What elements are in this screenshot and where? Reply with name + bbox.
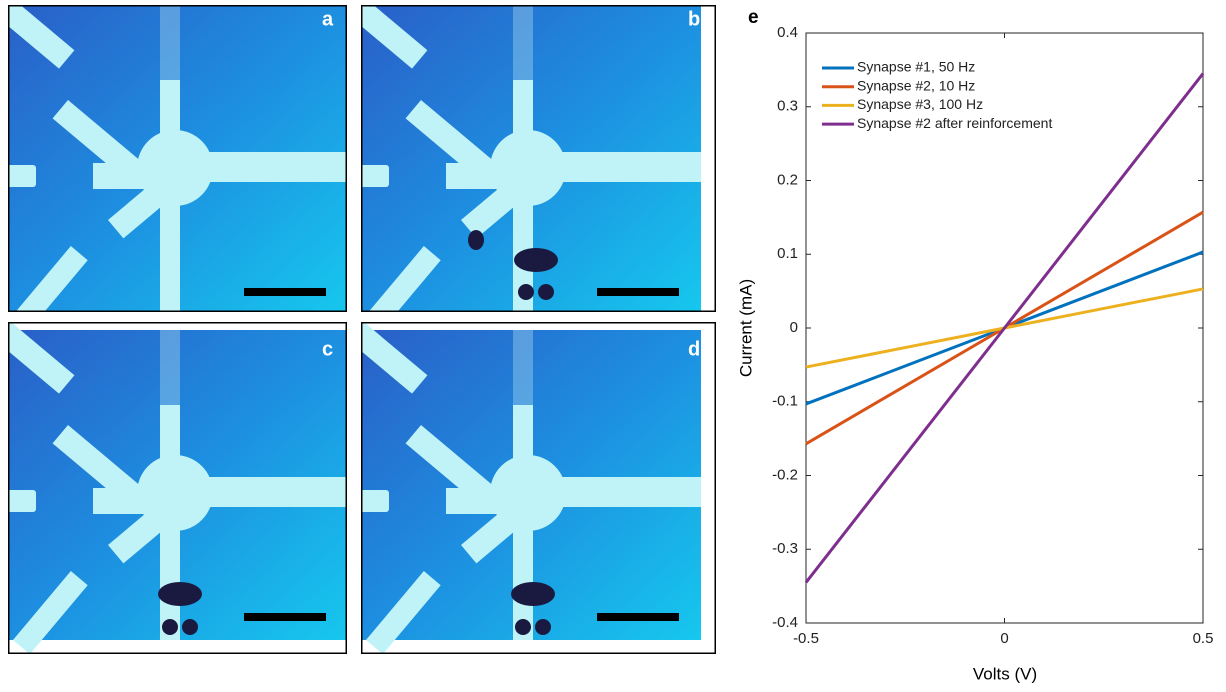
panel-label: a	[322, 8, 334, 30]
y-tick-label: -0.1	[772, 393, 798, 410]
y-tick-label: 0.2	[777, 171, 798, 188]
x-tick-label: 0	[1000, 630, 1008, 647]
series-line	[806, 74, 1203, 583]
figure: a b c d e Volts (V) Current (mA) -0.4-0.…	[0, 0, 1226, 687]
panel-label: d	[688, 338, 700, 360]
micrograph-panels: a b c d	[0, 0, 716, 654]
y-tick-label: -0.4	[772, 614, 798, 631]
y-tick-label: -0.3	[772, 540, 798, 557]
micrograph	[343, 0, 715, 329]
x-tick-label: 0.5	[1193, 630, 1214, 647]
x-tick-label: -0.5	[793, 630, 819, 647]
micrograph	[0, 0, 348, 329]
micrograph	[343, 317, 715, 654]
micrograph	[0, 317, 348, 654]
legend-label: Synapse #1, 50 Hz	[857, 59, 975, 75]
y-tick-label: 0.4	[777, 24, 798, 41]
y-tick-label: -0.2	[772, 466, 798, 483]
panel-label: e	[748, 7, 759, 28]
y-axis-label: Current (mA)	[736, 279, 755, 377]
y-tick-label: 0.1	[777, 245, 798, 262]
x-axis-label: Volts (V)	[973, 664, 1037, 683]
legend-label: Synapse #2, 10 Hz	[857, 77, 975, 93]
panel-label: c	[322, 338, 333, 360]
y-tick-label: 0.3	[777, 98, 798, 115]
panel-label: b	[688, 8, 700, 30]
y-tick-label: 0	[790, 319, 798, 336]
legend-label: Synapse #3, 100 Hz	[857, 96, 983, 112]
legend-label: Synapse #2 after reinforcement	[857, 115, 1052, 131]
